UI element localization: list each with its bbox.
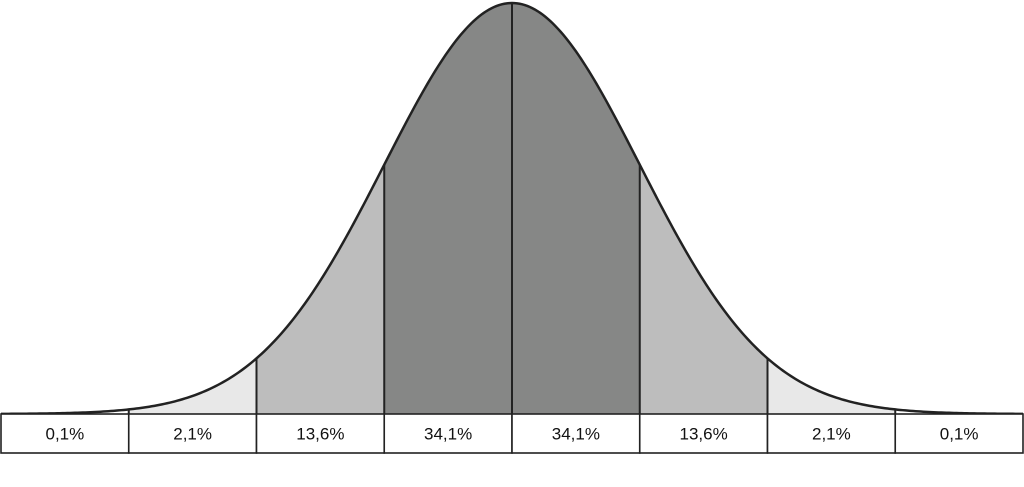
- band-area-5: [512, 3, 640, 414]
- percentage-box: [766, 413, 897, 454]
- percentage-label: 0,1%: [940, 425, 979, 444]
- band-area-4: [384, 3, 512, 414]
- percentage-label: 34,1%: [552, 425, 600, 444]
- percentage-label: 13,6%: [296, 425, 344, 444]
- percentage-box: [0, 413, 130, 454]
- percentage-box: [127, 413, 258, 454]
- percentage-box: [383, 413, 513, 454]
- percentage-label: 2,1%: [812, 425, 851, 444]
- band-area-7: [767, 358, 896, 414]
- band-area-2: [128, 358, 257, 414]
- percentage-box: [638, 413, 769, 454]
- percentage-label: 2,1%: [173, 425, 212, 444]
- percentage-label: 0,1%: [46, 425, 85, 444]
- percentage-box: [255, 413, 386, 454]
- percentage-box: [511, 413, 641, 454]
- percentage-label: 13,6%: [680, 425, 728, 444]
- percentage-label: 34,1%: [424, 425, 472, 444]
- bell-curve-outline: [0, 1, 1024, 416]
- percentage-box: [894, 413, 1024, 454]
